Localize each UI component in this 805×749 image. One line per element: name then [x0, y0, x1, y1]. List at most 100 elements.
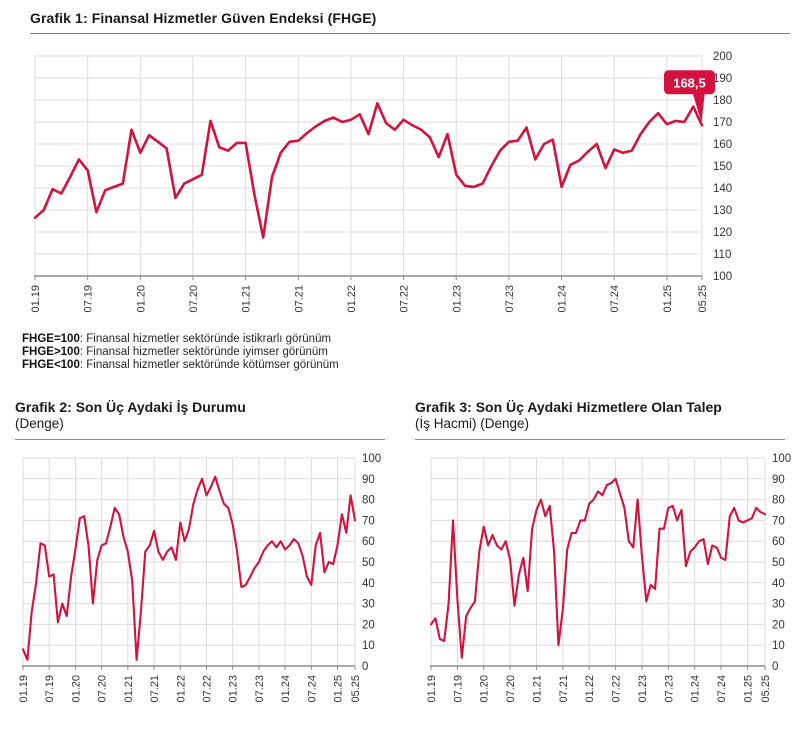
svg-text:01.21: 01.21 — [241, 285, 253, 313]
chart3-subtitle: (İş Hacmi) (Denge) — [415, 416, 530, 432]
svg-text:07.21: 07.21 — [149, 675, 161, 703]
svg-text:01.24: 01.24 — [557, 285, 569, 313]
svg-text:01.22: 01.22 — [175, 675, 187, 703]
svg-text:01.20: 01.20 — [135, 285, 147, 313]
y-axis-labels: 0 10 20 30 40 50 60 70 80 90 100 — [362, 453, 381, 673]
svg-text:0: 0 — [362, 661, 368, 673]
svg-text:01.20: 01.20 — [479, 675, 491, 703]
x-tick-marks — [430, 666, 766, 671]
svg-text:01.19: 01.19 — [426, 675, 438, 703]
svg-text:07.24: 07.24 — [609, 285, 621, 313]
fhge-line — [33, 102, 704, 239]
page-title: Grafik 1: Finansal Hizmetler Güven Endek… — [30, 10, 377, 26]
svg-text:01.25: 01.25 — [333, 675, 345, 703]
svg-text:20: 20 — [772, 619, 785, 631]
small-charts-row: Grafik 2: Son Üç Aydaki İş Durumu (Denge… — [0, 399, 805, 723]
fhge-chart-canvas: 100 110 120 130 140 150 160 170 180 190 200 01.19 07… — [30, 51, 732, 313]
footnote-term: FHGE=100 — [22, 333, 80, 345]
svg-text:180: 180 — [713, 95, 732, 107]
talep-line — [429, 477, 767, 659]
svg-text:90: 90 — [772, 474, 785, 486]
svg-text:01.24: 01.24 — [690, 675, 702, 703]
footnote-line: FHGE=100: Finansal hizmetler sektöründe … — [22, 333, 805, 346]
svg-text:01.23: 01.23 — [228, 675, 240, 703]
svg-text:110: 110 — [713, 249, 731, 261]
svg-text:70: 70 — [362, 515, 375, 527]
svg-text:30: 30 — [362, 599, 375, 611]
svg-text:50: 50 — [772, 557, 785, 569]
svg-text:30: 30 — [772, 599, 785, 611]
x-tick-marks — [22, 666, 356, 671]
svg-text:07.23: 07.23 — [663, 675, 675, 703]
svg-text:130: 130 — [713, 205, 732, 217]
talep-chart-canvas: 0 10 20 30 40 50 60 70 80 90 100 01.19 07.19 01.20 07.… — [426, 453, 791, 703]
svg-text:01.24: 01.24 — [280, 675, 292, 703]
svg-text:100: 100 — [362, 453, 381, 465]
svg-text:01.21: 01.21 — [123, 675, 135, 703]
svg-text:140: 140 — [713, 183, 732, 195]
x-tick-marks — [34, 276, 703, 280]
footnote-text: : Finansal hizmetler sektöründe istikrar… — [79, 333, 332, 345]
svg-text:50: 50 — [362, 557, 375, 569]
svg-text:07.19: 07.19 — [452, 675, 464, 703]
svg-text:40: 40 — [772, 578, 785, 590]
svg-text:07.20: 07.20 — [188, 285, 200, 313]
svg-text:80: 80 — [772, 495, 785, 507]
chart3-divider — [415, 439, 785, 441]
footnote-line: FHGE>100: Finansal hizmetler sektöründe … — [22, 346, 805, 359]
svg-text:07.19: 07.19 — [83, 285, 95, 313]
last-value-label: 168,5 — [673, 75, 706, 90]
report-page: Grafik 1: Finansal Hizmetler Güven Endek… — [0, 10, 805, 749]
svg-text:05.25: 05.25 — [697, 285, 709, 313]
last-value-callout: 168,5 — [664, 70, 715, 123]
svg-text:10: 10 — [772, 640, 785, 652]
svg-text:100: 100 — [772, 453, 791, 465]
svg-text:01.23: 01.23 — [637, 675, 649, 703]
svg-text:01.19: 01.19 — [30, 285, 42, 313]
svg-text:07.23: 07.23 — [254, 675, 266, 703]
svg-text:60: 60 — [772, 536, 785, 548]
svg-text:01.20: 01.20 — [70, 675, 82, 703]
svg-text:07.20: 07.20 — [97, 675, 109, 703]
x-axis-labels: 01.19 07.19 01.20 07.20 01.21 07.21 01.22 07.22… — [30, 285, 709, 313]
svg-text:07.22: 07.22 — [611, 675, 623, 703]
svg-text:40: 40 — [362, 578, 375, 590]
svg-text:07.21: 07.21 — [558, 675, 570, 703]
footnote-block: FHGE=100: Finansal hizmetler sektöründe … — [22, 333, 805, 373]
chart2-divider — [15, 439, 385, 441]
svg-text:07.19: 07.19 — [44, 675, 56, 703]
svg-text:07.24: 07.24 — [306, 675, 318, 703]
gridlines — [430, 457, 766, 667]
chart2-subtitle: (Denge) — [15, 416, 64, 432]
svg-text:07.24: 07.24 — [716, 675, 728, 703]
svg-text:07.22: 07.22 — [201, 675, 213, 703]
title-divider — [30, 33, 790, 34]
footnote-term: FHGE>100 — [22, 346, 80, 359]
footnote-term: FHGE<100 — [22, 359, 80, 372]
svg-text:190: 190 — [713, 73, 732, 85]
svg-text:01.22: 01.22 — [584, 675, 596, 703]
svg-text:01.19: 01.19 — [18, 675, 30, 703]
svg-text:07.23: 07.23 — [504, 285, 516, 313]
footnote-text: : Finansal hizmetler sektöründe kötümser… — [79, 359, 339, 372]
svg-text:90: 90 — [362, 474, 375, 486]
chart2-title: Grafik 2: Son Üç Aydaki İş Durumu — [15, 398, 246, 415]
talep-chart-section: Grafik 3: Son Üç Aydaki Hizmetlere Olan … — [405, 399, 805, 723]
svg-text:01.25: 01.25 — [662, 285, 674, 313]
svg-text:01.23: 01.23 — [451, 285, 463, 313]
svg-text:01.22: 01.22 — [346, 285, 358, 313]
svg-text:200: 200 — [713, 51, 732, 63]
svg-text:20: 20 — [362, 619, 375, 631]
svg-text:100: 100 — [713, 271, 732, 283]
svg-text:60: 60 — [362, 536, 375, 548]
svg-text:10: 10 — [362, 640, 375, 652]
svg-text:01.25: 01.25 — [742, 675, 754, 703]
footnote-text: : Finansal hizmetler sektöründe iyimser … — [79, 346, 328, 359]
y-axis-labels: 0 10 20 30 40 50 60 70 80 90 100 — [772, 453, 791, 673]
svg-text:05.25: 05.25 — [350, 675, 362, 703]
is-durumu-chart-section: Grafik 2: Son Üç Aydaki İş Durumu (Denge… — [15, 399, 405, 723]
svg-text:150: 150 — [713, 161, 732, 173]
svg-text:170: 170 — [713, 117, 732, 129]
svg-text:120: 120 — [713, 227, 732, 239]
is-durumu-chart-canvas: 0 10 20 30 40 50 60 70 80 90 100 01.19 07.19 01.20 07.… — [18, 453, 381, 703]
